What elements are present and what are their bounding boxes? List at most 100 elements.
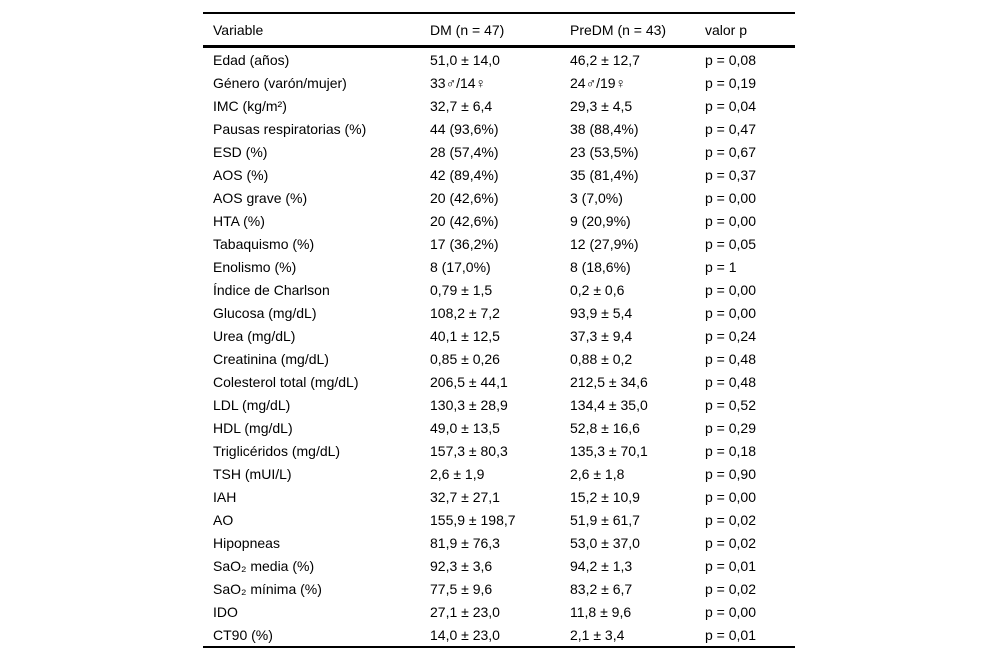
- table-row: SaO₂ mínima (%) 77,5 ± 9,6 83,2 ± 6,7 p = 0…: [203, 577, 795, 600]
- pvalue-cell: p = 0,05: [705, 235, 756, 252]
- pvalue-cell: p = 0,37: [705, 166, 756, 183]
- predm-value-cell: 3 (7,0%): [570, 189, 623, 206]
- variable-cell: Pausas respiratorias (%): [213, 120, 367, 137]
- table-row: Tabaquismo (%) 17 (36,2%) 12 (27,9%) p = 0,…: [203, 232, 795, 255]
- pvalue-cell: p = 0,19: [705, 74, 756, 91]
- table-row: Pausas respiratorias (%) 44 (93,6%) 38 (88…: [203, 117, 795, 140]
- table-body: Edad (años) 51,0 ± 14,0 46,2 ± 12,7 p = 0,0…: [203, 47, 795, 648]
- predm-value-cell: 15,2 ± 10,9: [570, 488, 640, 505]
- pvalue-cell: p = 0,00: [705, 304, 756, 321]
- predm-value-cell: 38 (88,4%): [570, 120, 639, 137]
- pvalue-cell: p = 0,00: [705, 488, 756, 505]
- table-row: LDL (mg/dL) 130,3 ± 28,9 134,4 ± 35,0 p = 0…: [203, 393, 795, 416]
- dm-value-cell: 14,0 ± 23,0: [430, 626, 500, 643]
- pvalue-cell: p = 0,18: [705, 442, 756, 459]
- table-row: Índice de Charlson 0,79 ± 1,5 0,2 ± 0,6 p =…: [203, 278, 795, 301]
- variable-cell: Enolismo (%): [213, 258, 297, 275]
- dm-value-cell: 27,1 ± 23,0: [430, 603, 500, 620]
- predm-value-cell: 94,2 ± 1,3: [570, 557, 633, 574]
- pvalue-cell: p = 0,02: [705, 580, 756, 597]
- predm-value-cell: 52,8 ± 16,6: [570, 419, 640, 436]
- predm-value-cell: 2,6 ± 1,8: [570, 465, 625, 482]
- predm-value-cell: 53,0 ± 37,0: [570, 534, 640, 551]
- table-row: TSH (mUI/L) 2,6 ± 1,9 2,6 ± 1,8 p = 0,90: [203, 462, 795, 485]
- table-row: AOS (%) 42 (89,4%) 35 (81,4%) p = 0,37: [203, 163, 795, 186]
- dm-value-cell: 8 (17,0%): [430, 258, 491, 275]
- dm-value-cell: 2,6 ± 1,9: [430, 465, 485, 482]
- table-row: Hipopneas 81,9 ± 76,3 53,0 ± 37,0 p = 0,02: [203, 531, 795, 554]
- dm-value-cell: 49,0 ± 13,5: [430, 419, 500, 436]
- predm-value-cell: 24♂/19♀: [570, 74, 627, 91]
- table-row: Edad (años) 51,0 ± 14,0 46,2 ± 12,7 p = 0,0…: [203, 47, 795, 72]
- table-row: IMC (kg/m²) 32,7 ± 6,4 29,3 ± 4,5 p = 0,04: [203, 94, 795, 117]
- pvalue-cell: p = 0,04: [705, 97, 756, 114]
- variable-cell: CT90 (%): [213, 626, 273, 643]
- pvalue-cell: p = 0,52: [705, 396, 756, 413]
- table-row: Creatinina (mg/dL) 0,85 ± 0,26 0,88 ± 0,2 p…: [203, 347, 795, 370]
- clinical-table-container: Variable DM (n = 47) PreDM (n = 43) valo…: [203, 12, 795, 648]
- variable-cell: Glucosa (mg/dL): [213, 304, 317, 321]
- variable-cell: AOS grave (%): [213, 189, 308, 206]
- table-row: Enolismo (%) 8 (17,0%) 8 (18,6%) p = 1: [203, 255, 795, 278]
- predm-value-cell: 212,5 ± 34,6: [570, 373, 648, 390]
- predm-value-cell: 12 (27,9%): [570, 235, 639, 252]
- pvalue-cell: p = 0,00: [705, 281, 756, 298]
- predm-value-cell: 9 (20,9%): [570, 212, 631, 229]
- predm-value-cell: 11,8 ± 9,6: [570, 603, 632, 620]
- dm-value-cell: 0,79 ± 1,5: [430, 281, 493, 298]
- predm-value-cell: 0,2 ± 0,6: [570, 281, 625, 298]
- table-row: CT90 (%) 14,0 ± 23,0 2,1 ± 3,4 p = 0,01: [203, 623, 795, 647]
- table-row: SaO₂ media (%) 92,3 ± 3,6 94,2 ± 1,3 p = 0,…: [203, 554, 795, 577]
- dm-value-cell: 40,1 ± 12,5: [430, 327, 500, 344]
- table-row: ESD (%) 28 (57,4%) 23 (53,5%) p = 0,67: [203, 140, 795, 163]
- predm-value-cell: 46,2 ± 12,7: [570, 51, 640, 68]
- dm-value-cell: 206,5 ± 44,1: [430, 373, 508, 390]
- predm-value-cell: 135,3 ± 70,1: [570, 442, 648, 459]
- table-row: Triglicéridos (mg/dL) 157,3 ± 80,3 135,3 ±…: [203, 439, 795, 462]
- pvalue-cell: p = 0,02: [705, 511, 756, 528]
- col-header-predm: PreDM (n = 43): [570, 13, 705, 48]
- variable-cell: TSH (mUI/L): [213, 465, 292, 482]
- variable-cell: HTA (%): [213, 212, 265, 229]
- dm-value-cell: 108,2 ± 7,2: [430, 304, 500, 321]
- dm-value-cell: 92,3 ± 3,6: [430, 557, 493, 574]
- predm-value-cell: 35 (81,4%): [570, 166, 639, 183]
- dm-value-cell: 32,7 ± 6,4: [430, 97, 493, 114]
- dm-value-cell: 51,0 ± 14,0: [430, 51, 500, 68]
- predm-value-cell: 23 (53,5%): [570, 143, 639, 160]
- table-row: AO 155,9 ± 198,7 51,9 ± 61,7 p = 0,02: [203, 508, 795, 531]
- dm-value-cell: 20 (42,6%): [430, 212, 499, 229]
- variable-cell: IDO: [213, 603, 238, 620]
- variable-cell: LDL (mg/dL): [213, 396, 291, 413]
- table-row: Género (varón/mujer) 33♂/14♀ 24♂/19♀ p = 0,…: [203, 71, 795, 94]
- variable-cell: SaO₂ mínima (%): [213, 580, 322, 597]
- dm-value-cell: 0,85 ± 0,26: [430, 350, 500, 367]
- table-row: Glucosa (mg/dL) 108,2 ± 7,2 93,9 ± 5,4 p = …: [203, 301, 795, 324]
- variable-cell: AO: [213, 511, 234, 528]
- predm-value-cell: 37,3 ± 9,4: [570, 327, 633, 344]
- pvalue-cell: p = 0,48: [705, 350, 756, 367]
- clinical-comparison-table: Variable DM (n = 47) PreDM (n = 43) valo…: [203, 12, 795, 648]
- predm-value-cell: 83,2 ± 6,7: [570, 580, 633, 597]
- dm-value-cell: 130,3 ± 28,9: [430, 396, 508, 413]
- variable-cell: Triglicéridos (mg/dL): [213, 442, 341, 459]
- col-header-pvalue: valor p: [705, 13, 795, 48]
- predm-value-cell: 2,1 ± 3,4: [570, 626, 625, 643]
- pvalue-cell: p = 0,24: [705, 327, 756, 344]
- table-header-row: Variable DM (n = 47) PreDM (n = 43) valo…: [203, 13, 795, 48]
- pvalue-cell: p = 0,67: [705, 143, 756, 160]
- predm-value-cell: 51,9 ± 61,7: [570, 511, 640, 528]
- col-header-dm: DM (n = 47): [430, 13, 570, 48]
- variable-cell: HDL (mg/dL): [213, 419, 293, 436]
- dm-value-cell: 32,7 ± 27,1: [430, 488, 500, 505]
- pvalue-cell: p = 0,00: [705, 212, 756, 229]
- variable-cell: Edad (años): [213, 51, 290, 68]
- table-row: HDL (mg/dL) 49,0 ± 13,5 52,8 ± 16,6 p = 0,2…: [203, 416, 795, 439]
- table-row: Colesterol total (mg/dL) 206,5 ± 44,1 212,…: [203, 370, 795, 393]
- table-row: IDO 27,1 ± 23,0 11,8 ± 9,6 p = 0,00: [203, 600, 795, 623]
- pvalue-cell: p = 0,47: [705, 120, 756, 137]
- table-row: IAH 32,7 ± 27,1 15,2 ± 10,9 p = 0,00: [203, 485, 795, 508]
- variable-cell: IAH: [213, 488, 237, 505]
- variable-cell: Creatinina (mg/dL): [213, 350, 329, 367]
